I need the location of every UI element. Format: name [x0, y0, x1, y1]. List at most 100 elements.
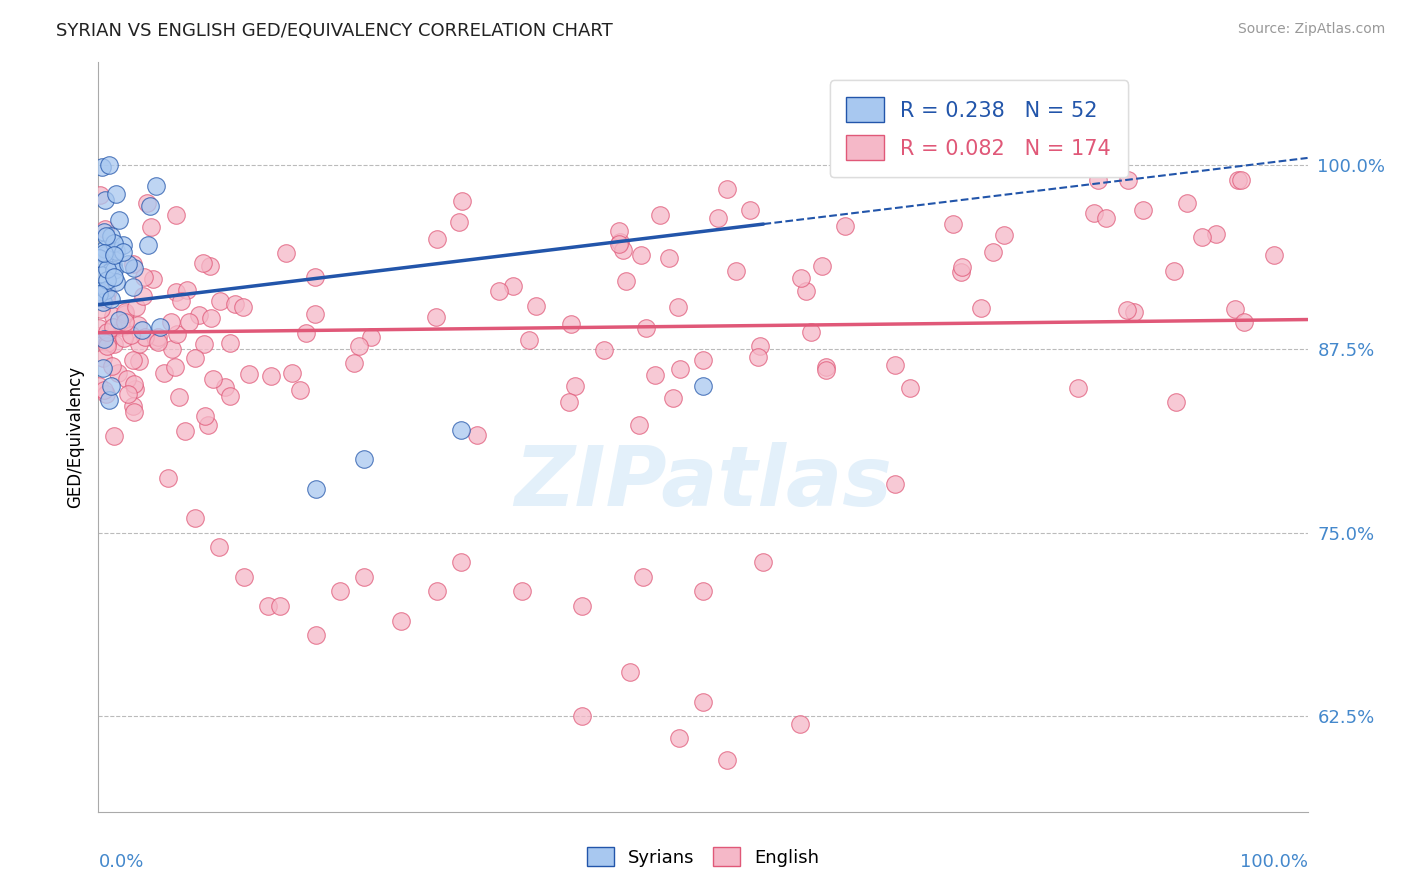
Point: [91, 160, 114, 174]
Point: [517, 334, 540, 348]
Point: [304, 270, 326, 285]
Point: [898, 381, 921, 395]
Point: [191, 256, 214, 270]
Point: [232, 569, 254, 583]
Point: [103, 258, 125, 272]
Point: [98, 158, 121, 172]
Point: [177, 315, 200, 329]
Point: [128, 354, 150, 368]
Point: [91, 295, 114, 310]
Point: [111, 245, 134, 260]
Point: [1067, 381, 1090, 395]
Point: [630, 248, 652, 262]
Point: [426, 232, 449, 246]
Point: [114, 305, 136, 319]
Point: [607, 236, 630, 251]
Point: [142, 272, 165, 286]
Point: [1227, 173, 1250, 187]
Point: [716, 182, 738, 196]
Point: [103, 263, 125, 277]
Point: [295, 326, 318, 341]
Point: [103, 336, 125, 351]
Point: [165, 360, 187, 375]
Point: [174, 425, 197, 439]
Legend: Syrians, English: Syrians, English: [579, 840, 827, 874]
Point: [1191, 229, 1213, 244]
Point: [993, 227, 1015, 242]
Point: [747, 351, 769, 365]
Point: [612, 243, 634, 257]
Point: [360, 330, 382, 344]
Point: [1163, 264, 1185, 278]
Point: [668, 731, 690, 746]
Point: [609, 235, 631, 249]
Point: [138, 238, 160, 252]
Point: [127, 318, 149, 332]
Text: 0.0%: 0.0%: [98, 853, 143, 871]
Point: [153, 366, 176, 380]
Point: [627, 418, 650, 433]
Point: [93, 246, 115, 260]
Point: [103, 429, 125, 443]
Point: [692, 378, 714, 392]
Text: 100.0%: 100.0%: [1240, 853, 1308, 871]
Point: [1166, 395, 1188, 409]
Point: [571, 709, 593, 723]
Point: [120, 327, 142, 342]
Text: SYRIAN VS ENGLISH GED/EQUIVALENCY CORRELATION CHART: SYRIAN VS ENGLISH GED/EQUIVALENCY CORREL…: [56, 22, 613, 40]
Point: [614, 274, 637, 288]
Point: [592, 343, 614, 358]
Point: [208, 293, 231, 308]
Point: [128, 337, 150, 351]
Point: [219, 389, 242, 403]
Point: [165, 208, 187, 222]
Point: [131, 323, 153, 337]
Point: [87, 284, 110, 298]
Point: [193, 336, 215, 351]
Point: [101, 320, 124, 334]
Point: [738, 202, 761, 217]
Point: [1233, 315, 1256, 329]
Point: [706, 211, 728, 225]
Point: [224, 297, 246, 311]
Point: [692, 694, 714, 708]
Point: [305, 482, 328, 496]
Point: [94, 292, 117, 306]
Point: [724, 264, 747, 278]
Point: [815, 359, 838, 374]
Point: [87, 379, 110, 393]
Point: [811, 260, 834, 274]
Point: [90, 301, 112, 316]
Point: [96, 285, 118, 300]
Point: [94, 242, 117, 256]
Point: [111, 319, 134, 334]
Point: [100, 379, 122, 393]
Point: [631, 569, 654, 583]
Point: [1263, 248, 1285, 262]
Point: [1205, 227, 1227, 242]
Point: [167, 390, 190, 404]
Point: [200, 311, 222, 326]
Point: [389, 614, 412, 628]
Point: [125, 300, 148, 314]
Point: [108, 313, 131, 327]
Point: [752, 555, 775, 569]
Point: [343, 356, 366, 370]
Point: [197, 418, 219, 433]
Point: [87, 328, 110, 343]
Point: [91, 351, 114, 366]
Point: [1175, 195, 1198, 210]
Point: [103, 248, 125, 262]
Point: [451, 194, 474, 209]
Point: [132, 289, 155, 303]
Point: [1223, 301, 1246, 316]
Point: [281, 366, 304, 380]
Point: [981, 245, 1004, 260]
Point: [100, 292, 122, 306]
Point: [122, 280, 145, 294]
Point: [800, 326, 823, 340]
Point: [949, 264, 972, 278]
Point: [716, 753, 738, 767]
Point: [135, 196, 157, 211]
Point: [146, 335, 169, 350]
